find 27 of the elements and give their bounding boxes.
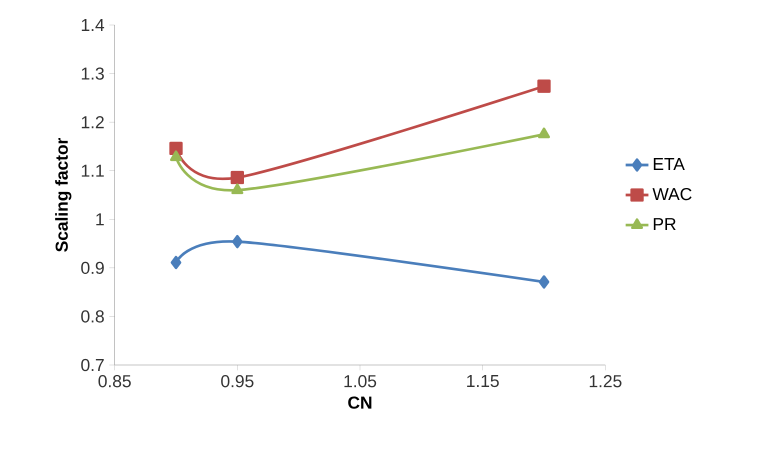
x-tick-label: 0.85 bbox=[98, 375, 131, 388]
point bbox=[230, 170, 244, 184]
y-tick-label: 1.2 bbox=[82, 116, 104, 128]
legend-label: WAC bbox=[652, 188, 692, 200]
legend-label: PR bbox=[654, 218, 676, 230]
point bbox=[170, 150, 182, 162]
y-tick-label: 1.1 bbox=[82, 164, 104, 177]
y-tick-label: 1.3 bbox=[82, 67, 104, 80]
x-tick-label: 1.15 bbox=[467, 375, 499, 388]
y-tick-label: 1.4 bbox=[82, 19, 104, 31]
point bbox=[232, 234, 243, 248]
x-tick-label: 1.25 bbox=[590, 375, 622, 388]
point bbox=[537, 80, 551, 93]
point bbox=[169, 142, 183, 156]
point bbox=[170, 256, 182, 270]
legend-label: ETA bbox=[654, 158, 685, 170]
point bbox=[231, 183, 244, 194]
y-tick-label: 0.7 bbox=[81, 358, 104, 372]
y-axis-title: Scaling factor bbox=[55, 138, 72, 252]
x-axis-title: CN bbox=[348, 396, 372, 409]
y-tick-label: 0.8 bbox=[81, 310, 104, 323]
point bbox=[538, 275, 550, 289]
y-tick-label: 0.9 bbox=[81, 262, 104, 274]
point bbox=[538, 128, 550, 138]
x-tick-label: 0.95 bbox=[221, 375, 254, 388]
x-tick-label: 1.05 bbox=[344, 375, 376, 388]
y-tick-label: 1 bbox=[96, 213, 104, 226]
